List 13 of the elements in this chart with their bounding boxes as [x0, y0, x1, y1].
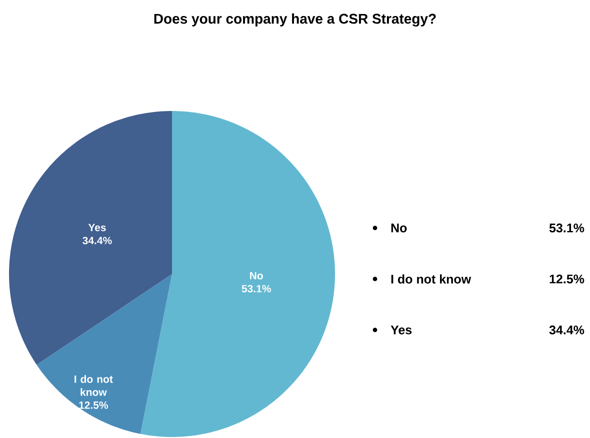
slice-label: No [391, 224, 407, 232]
data-label: 12.5% [79, 401, 108, 409]
data-label: 53.1% [242, 284, 271, 292]
text: 34.4% [549, 326, 584, 334]
category-label: Yes [390, 326, 412, 334]
data-label: 34.4% [82, 236, 112, 244]
category-label: I do not know [391, 274, 472, 284]
chart-title: Does your company have a CSR Strategy? [154, 13, 436, 27]
slice-label: Yes [88, 224, 106, 232]
slice-label: I do not know [74, 375, 113, 396]
text: 12.5% [550, 274, 584, 284]
text: 53.1% [549, 224, 584, 232]
slice-label: No [250, 272, 263, 280]
